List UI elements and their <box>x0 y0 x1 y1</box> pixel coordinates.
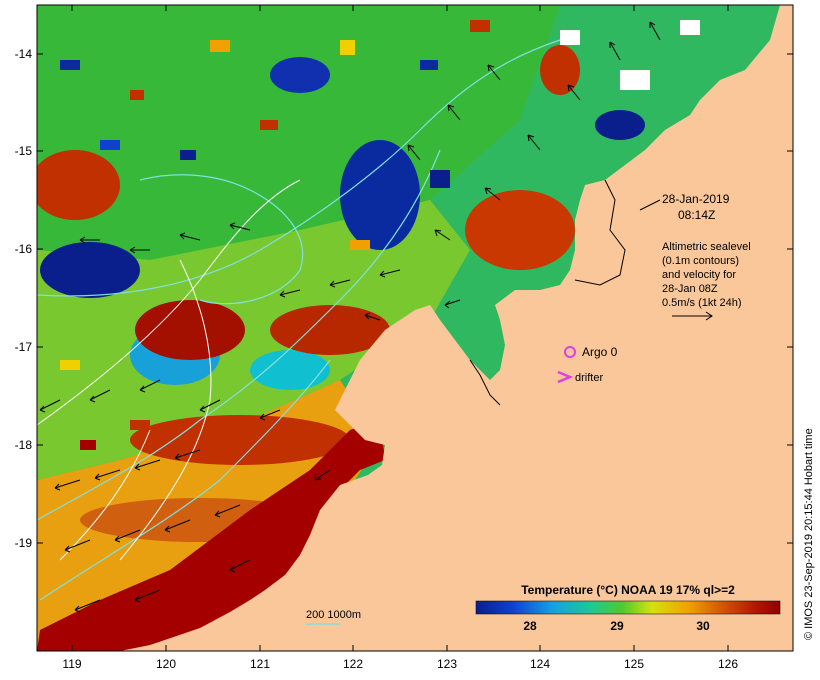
argo-label: Argo 0 <box>582 345 618 359</box>
mid-zone <box>37 200 470 480</box>
lat-tick-label: -16 <box>15 242 33 256</box>
cold-eddy <box>595 110 645 140</box>
argo-marker <box>564 346 576 358</box>
cool-eddy <box>250 350 330 390</box>
warm-patch <box>540 45 580 95</box>
lon-tick-label: 123 <box>437 657 457 671</box>
sealevel-line: 28-Jan 08Z <box>662 283 718 295</box>
date-pointer <box>639 199 661 211</box>
cold-eddy <box>40 242 140 298</box>
time-label: 08:14Z <box>678 208 715 222</box>
velocity-scale-arrow <box>672 311 713 321</box>
map-border <box>36 4 794 652</box>
lon-axis: 119 120 121 122 123 124 125 126 <box>62 5 738 671</box>
drifter-marker <box>557 370 574 384</box>
lon-tick-label: 122 <box>343 657 363 671</box>
colorbar-tick: 28 <box>523 619 537 633</box>
lon-tick-label: 126 <box>718 657 738 671</box>
sealevel-line: 0.5m/s (1kt 24h) <box>662 297 741 309</box>
depth-contours <box>37 39 561 601</box>
cold-eddy <box>270 57 330 93</box>
sst-noise <box>60 20 700 450</box>
warm-patch <box>465 190 575 270</box>
coastline <box>574 179 626 286</box>
lon-tick-label: 120 <box>156 657 176 671</box>
land-mass <box>120 5 793 651</box>
lat-tick-label: -14 <box>15 47 33 61</box>
lat-tick-label: -18 <box>15 438 33 452</box>
hot-coastal-band <box>37 420 385 651</box>
sealevel-line: Altimetric sealevel <box>662 241 751 253</box>
colorbar <box>475 600 781 615</box>
warm-patch <box>270 305 390 355</box>
lon-tick-label: 121 <box>250 657 270 671</box>
lat-axis: -14 -15 -16 -17 -18 -19 <box>15 47 793 550</box>
date-label: 28-Jan-2019 <box>662 192 730 206</box>
lon-tick-label: 125 <box>624 657 644 671</box>
lon-tick-label: 124 <box>530 657 550 671</box>
warm-patch <box>130 415 350 465</box>
colorbar-tick: 30 <box>696 619 710 633</box>
contour-legend-label: 200 1000m <box>306 609 361 621</box>
coastline <box>469 359 501 406</box>
lon-tick-label: 119 <box>62 657 81 671</box>
map-panel <box>37 5 793 651</box>
lat-tick-label: -17 <box>15 340 33 354</box>
sealevel-line: and velocity for <box>662 269 736 281</box>
colorbar-tick: 29 <box>610 619 624 633</box>
warm-patch <box>135 300 245 360</box>
sealevel-line: (0.1m contours) <box>662 255 739 267</box>
credit-text: © IMOS 23-Sep-2019 20:15:44 Hobart time <box>803 428 815 640</box>
velocity-arrows <box>39 21 661 613</box>
cold-eddy <box>340 140 420 250</box>
colorbar-title: Temperature (°C) NOAA 19 17% ql>=2 <box>521 583 735 597</box>
lat-tick-label: -15 <box>15 144 33 158</box>
drifter-label: drifter <box>575 372 603 384</box>
warm-patch <box>37 150 120 220</box>
lat-tick-label: -19 <box>15 536 33 550</box>
